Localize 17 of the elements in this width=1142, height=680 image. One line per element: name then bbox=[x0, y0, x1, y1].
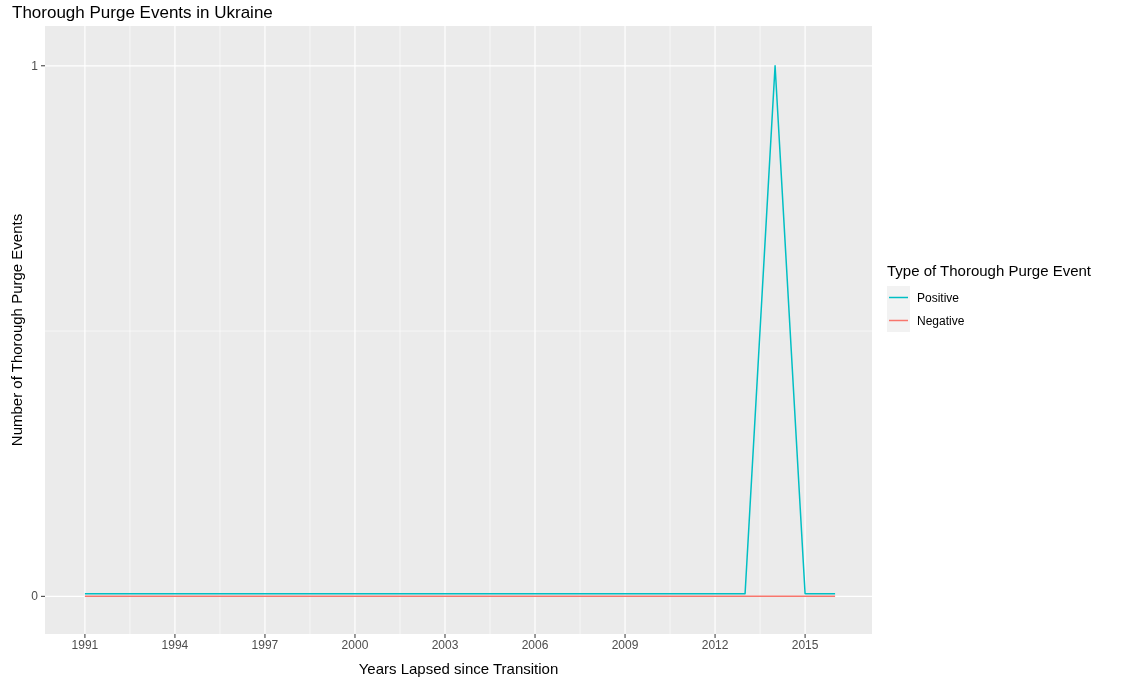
x-tick-label: 2009 bbox=[611, 638, 639, 652]
x-tick-label: 1994 bbox=[161, 638, 189, 652]
x-axis-title: Years Lapsed since Transition bbox=[358, 660, 559, 677]
x-tick-label: 2000 bbox=[341, 638, 369, 652]
x-tick-label: 1997 bbox=[251, 638, 279, 652]
x-tick-label: 2003 bbox=[431, 638, 459, 652]
x-tick-label: 2006 bbox=[521, 638, 549, 652]
y-axis-title: Number of Thorough Purge Events bbox=[8, 213, 25, 447]
legend-label: Negative bbox=[917, 314, 965, 328]
x-tick-label: 1991 bbox=[71, 638, 99, 652]
legend-title: Type of Thorough Purge Event bbox=[887, 262, 1092, 279]
chart-title: Thorough Purge Events in Ukraine bbox=[12, 3, 273, 22]
x-tick-label: 2012 bbox=[701, 638, 729, 652]
legend-label: Positive bbox=[917, 291, 960, 305]
y-tick-label: 1 bbox=[31, 58, 39, 73]
x-tick-label: 2015 bbox=[791, 638, 819, 652]
y-tick-label: 0 bbox=[31, 589, 39, 604]
